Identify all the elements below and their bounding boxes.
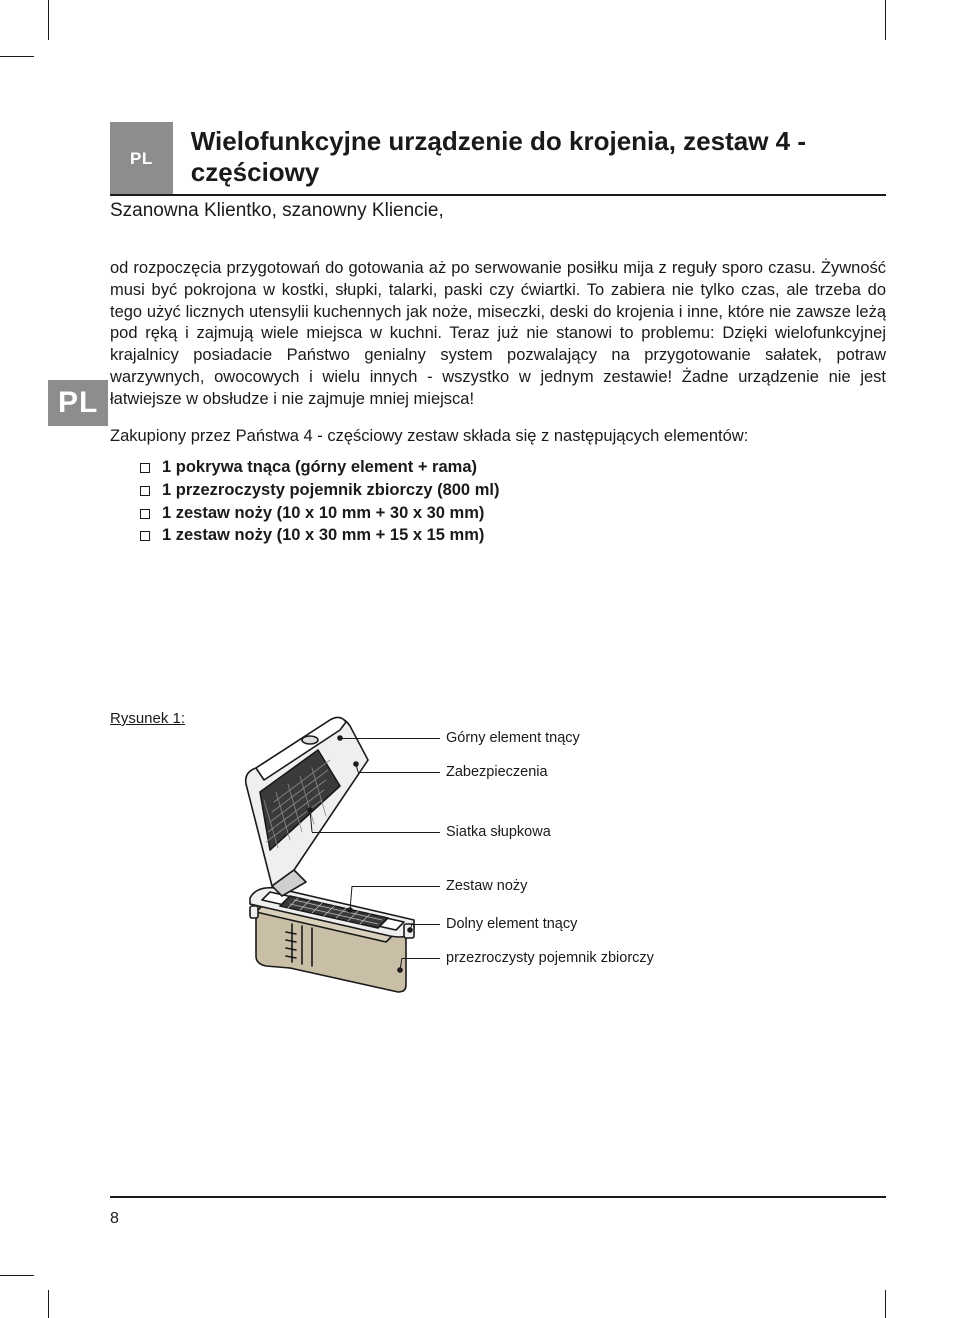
list-item: 1 pokrywa tnąca (górny element + rama) <box>162 456 886 479</box>
footer-rule <box>110 1196 886 1198</box>
crop-mark <box>885 1290 886 1318</box>
callout-text: Dolny element tnący <box>446 916 577 932</box>
paragraph-1: od rozpoczęcia przygotowań do gotowania … <box>110 258 886 410</box>
list-item: 1 zestaw noży (10 x 10 mm + 30 x 30 mm) <box>162 502 886 525</box>
callout-text: Siatka słupkowa <box>446 824 551 840</box>
body-content: Szanowna Klientko, szanowny Kliencie, od… <box>110 200 886 547</box>
crop-mark <box>0 1275 34 1276</box>
figure-1: Rysunek 1: <box>110 700 886 1020</box>
crop-mark <box>885 0 886 40</box>
side-lang-badge: PL <box>48 380 108 426</box>
list-item: 1 przezroczysty pojemnik zbiorczy (800 m… <box>162 479 886 502</box>
page-number: 8 <box>110 1210 119 1228</box>
list-item: 1 zestaw noży (10 x 30 mm + 15 x 15 mm) <box>162 524 886 547</box>
crop-mark <box>0 56 34 57</box>
header-lang-badge: PL <box>110 122 173 194</box>
callout-text: przezroczysty pojemnik zbiorczy <box>446 950 654 966</box>
greeting-text: Szanowna Klientko, szanowny Kliencie, <box>110 200 886 222</box>
crop-mark <box>48 0 49 40</box>
callout-text: Zestaw noży <box>446 878 527 894</box>
page-title: Wielofunkcyjne urządzenie do krojenia, z… <box>173 122 886 194</box>
page-header: PL Wielofunkcyjne urządzenie do krojenia… <box>110 122 886 196</box>
callout-text: Zabezpieczenia <box>446 764 548 780</box>
callout-text: Górny element tnący <box>446 730 580 746</box>
crop-mark <box>48 1290 49 1318</box>
list-intro: Zakupiony przez Państwa 4 - częściowy ze… <box>110 426 886 448</box>
component-list: 1 pokrywa tnąca (górny element + rama) 1… <box>110 456 886 547</box>
